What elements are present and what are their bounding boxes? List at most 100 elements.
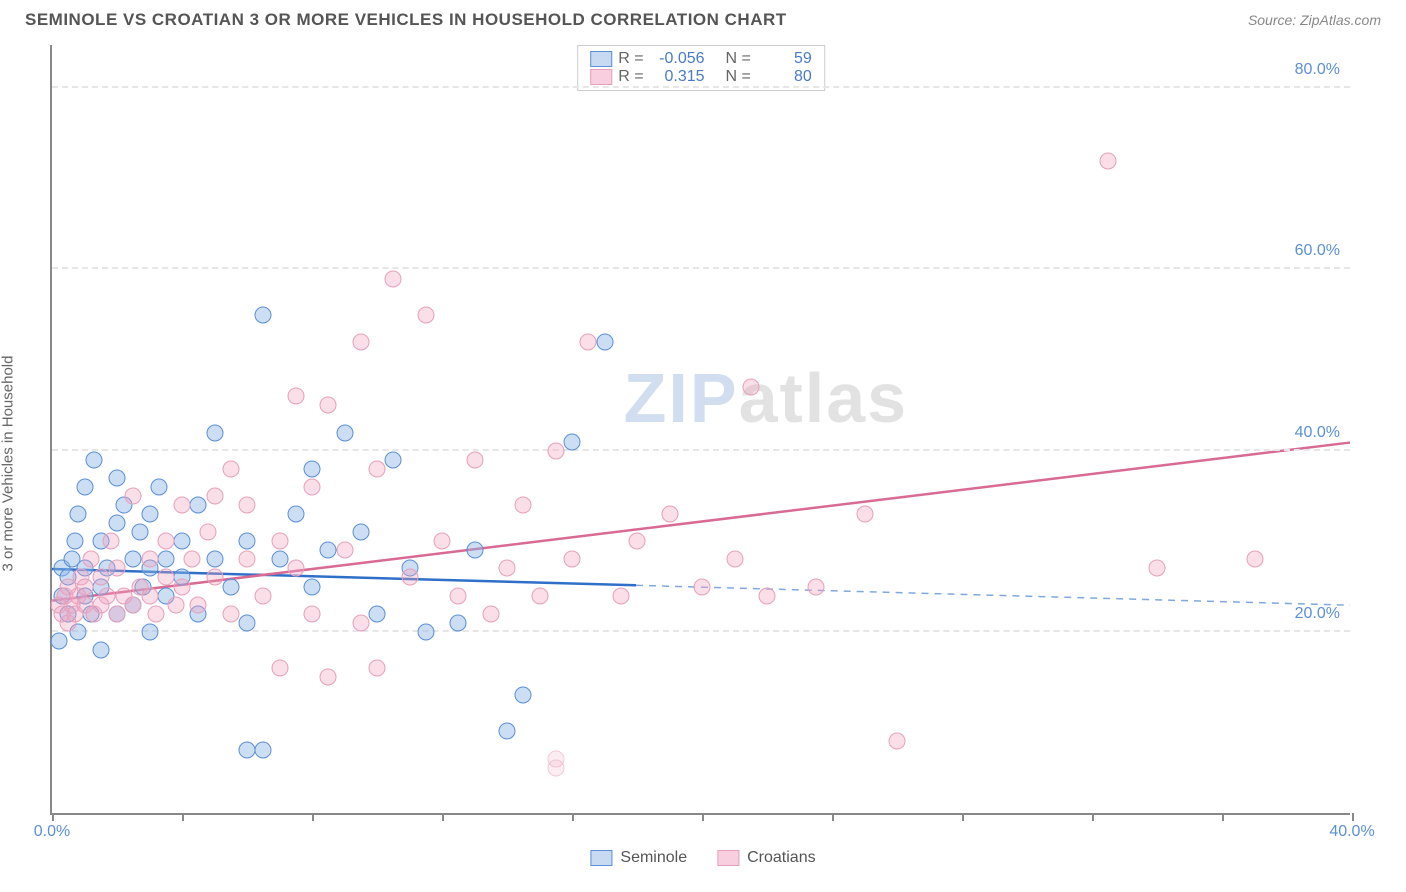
scatter-point (255, 587, 272, 604)
scatter-point (239, 741, 256, 758)
r-label: R = (618, 68, 643, 86)
scatter-point (369, 460, 386, 477)
stats-legend: R = -0.056 N = 59 R = 0.315 N = 80 (577, 45, 825, 91)
scatter-point (157, 569, 174, 586)
scatter-point (1100, 152, 1117, 169)
scatter-point (271, 533, 288, 550)
x-tick (442, 813, 444, 821)
scatter-point (531, 587, 548, 604)
n-value-seminole: 59 (757, 50, 812, 68)
y-tick-label: 80.0% (1295, 61, 1340, 79)
scatter-point (151, 478, 168, 495)
scatter-point (125, 487, 142, 504)
scatter-point (417, 306, 434, 323)
scatter-point (889, 732, 906, 749)
scatter-point (304, 460, 321, 477)
scatter-point (499, 723, 516, 740)
scatter-point (222, 460, 239, 477)
scatter-point (466, 542, 483, 559)
watermark-part2: atlas (739, 359, 909, 437)
scatter-point (86, 451, 103, 468)
scatter-point (183, 551, 200, 568)
scatter-point (661, 506, 678, 523)
scatter-point (76, 578, 93, 595)
scatter-point (222, 578, 239, 595)
scatter-point (271, 660, 288, 677)
x-tick (52, 813, 54, 821)
scatter-point (807, 578, 824, 595)
scatter-point (564, 433, 581, 450)
chart-title: SEMINOLE VS CROATIAN 3 OR MORE VEHICLES … (25, 10, 787, 30)
chart-area: 3 or more Vehicles in Household ZIPatlas… (0, 35, 1406, 875)
scatter-point (352, 524, 369, 541)
scatter-point (99, 587, 116, 604)
scatter-point (515, 687, 532, 704)
scatter-point (200, 524, 217, 541)
scatter-point (66, 533, 83, 550)
scatter-point (629, 533, 646, 550)
y-tick-label: 20.0% (1295, 605, 1340, 623)
n-label: N = (725, 68, 750, 86)
scatter-point (141, 623, 158, 640)
y-tick-label: 60.0% (1295, 242, 1340, 260)
source-label: Source: ZipAtlas.com (1248, 12, 1381, 28)
gridline (52, 267, 1350, 269)
gridline (52, 449, 1350, 451)
scatter-point (515, 497, 532, 514)
watermark-part1: ZIP (624, 359, 739, 437)
scatter-point (352, 333, 369, 350)
scatter-point (271, 551, 288, 568)
scatter-point (206, 569, 223, 586)
scatter-point (547, 759, 564, 776)
stats-row-seminole: R = -0.056 N = 59 (590, 50, 812, 68)
trend-lines (52, 45, 1350, 813)
scatter-point (206, 487, 223, 504)
gridline (52, 86, 1350, 88)
n-label: N = (725, 50, 750, 68)
r-value-seminole: -0.056 (650, 50, 705, 68)
scatter-point (167, 596, 184, 613)
series-legend: Seminole Croatians (590, 849, 815, 867)
x-tick (1222, 813, 1224, 821)
swatch-seminole (590, 850, 612, 866)
watermark: ZIPatlas (624, 358, 908, 438)
scatter-point (320, 397, 337, 414)
scatter-point (109, 469, 126, 486)
y-axis-label: 3 or more Vehicles in Household (0, 356, 17, 572)
scatter-point (206, 551, 223, 568)
legend-label-croatians: Croatians (747, 849, 815, 867)
scatter-point (206, 424, 223, 441)
scatter-point (564, 551, 581, 568)
scatter-point (125, 551, 142, 568)
scatter-point (255, 306, 272, 323)
scatter-point (385, 451, 402, 468)
swatch-seminole (590, 51, 612, 67)
x-tick-label: 40.0% (1329, 823, 1374, 841)
scatter-point (694, 578, 711, 595)
scatter-point (239, 551, 256, 568)
r-value-croatians: 0.315 (650, 68, 705, 86)
scatter-point (320, 669, 337, 686)
legend-item-seminole: Seminole (590, 849, 687, 867)
x-tick (702, 813, 704, 821)
scatter-point (157, 533, 174, 550)
scatter-point (255, 741, 272, 758)
x-tick (832, 813, 834, 821)
scatter-point (174, 533, 191, 550)
x-tick (312, 813, 314, 821)
scatter-point (304, 478, 321, 495)
scatter-point (401, 569, 418, 586)
scatter-point (141, 506, 158, 523)
scatter-point (1149, 560, 1166, 577)
legend-item-croatians: Croatians (717, 849, 815, 867)
scatter-point (50, 632, 67, 649)
scatter-point (76, 478, 93, 495)
scatter-point (287, 506, 304, 523)
scatter-point (102, 533, 119, 550)
x-tick-label: 0.0% (34, 823, 70, 841)
scatter-point (726, 551, 743, 568)
x-tick (572, 813, 574, 821)
scatter-point (174, 578, 191, 595)
swatch-croatians (590, 69, 612, 85)
x-tick (1352, 813, 1354, 821)
